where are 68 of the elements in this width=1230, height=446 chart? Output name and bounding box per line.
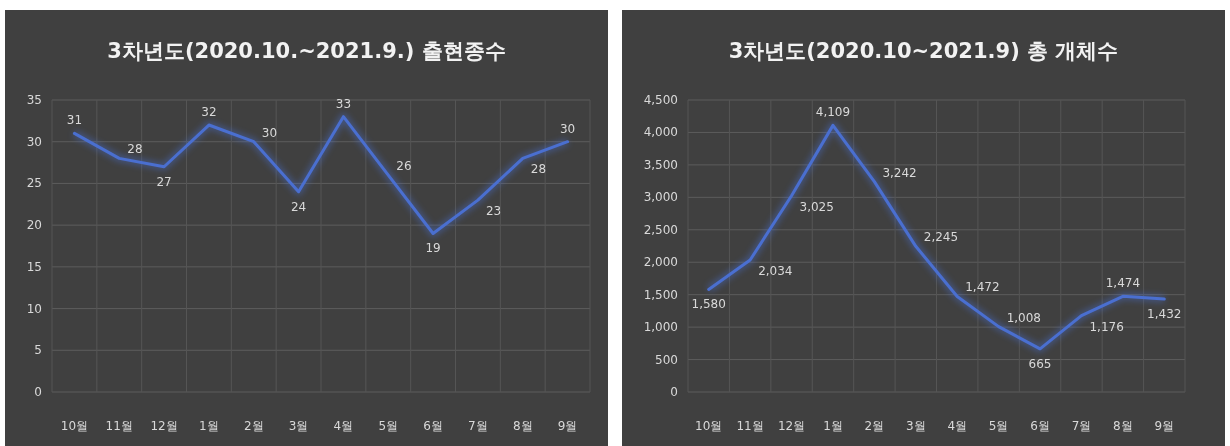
x-tick-label: 8월 <box>512 419 533 433</box>
y-tick-label: 30 <box>26 134 42 149</box>
data-label: 31 <box>66 113 83 128</box>
x-tick-label: 10월 <box>60 419 89 433</box>
data-label: 1,474 <box>1105 276 1141 291</box>
data-label: 27 <box>156 174 172 189</box>
data-label: 26 <box>396 159 412 174</box>
x-tick-label: 12월 <box>150 419 178 433</box>
y-tick-label: 0 <box>34 385 42 399</box>
data-label: 4,109 <box>815 105 851 120</box>
data-label: 1,432 <box>1147 307 1182 322</box>
data-label: 28 <box>127 142 143 157</box>
x-tick-label: 2월 <box>864 419 885 433</box>
x-tick-label: 5월 <box>378 419 399 433</box>
y-tick-label: 20 <box>26 218 42 233</box>
data-label: 1,580 <box>691 297 726 312</box>
x-tick-label: 12월 <box>777 419 806 433</box>
y-tick-label: 2,500 <box>643 222 678 237</box>
y-tick-label: 4,000 <box>643 125 678 140</box>
x-tick-label: 3월 <box>288 419 309 433</box>
x-tick-label: 11월 <box>736 419 764 433</box>
y-tick-label: 3,500 <box>643 157 678 172</box>
data-label: 30 <box>559 121 576 136</box>
x-tick-label: 9월 <box>557 419 578 433</box>
data-label: 32 <box>201 105 217 120</box>
y-tick-label: 3,000 <box>643 190 678 205</box>
data-label: 19 <box>425 241 441 256</box>
x-tick-label: 4월 <box>947 419 968 433</box>
data-label: 1,176 <box>1089 319 1124 334</box>
y-tick-label: 1,000 <box>643 320 678 335</box>
data-label: 3,025 <box>799 199 834 214</box>
y-tick-label: 1,500 <box>643 287 678 302</box>
y-tick-label: 0 <box>670 385 678 399</box>
data-label: 23 <box>485 204 502 219</box>
chart-title: 3차년도(2020.10.~2021.9.) 출현종수 <box>107 39 506 63</box>
y-tick-label: 4,500 <box>643 93 678 107</box>
y-tick-label: 2,000 <box>643 255 678 270</box>
y-tick-label: 5 <box>34 343 42 358</box>
y-tick-label: 25 <box>26 176 42 191</box>
x-tick-label: 8월 <box>1113 419 1133 433</box>
data-label: 1,008 <box>1006 310 1041 325</box>
data-label: 665 <box>1028 356 1052 371</box>
data-label: 2,245 <box>923 230 959 245</box>
chart-title: 3차년도(2020.10~2021.9) 총 개체수 <box>728 39 1119 63</box>
x-tick-label: 1월 <box>823 419 843 433</box>
x-tick-label: 7월 <box>1071 419 1092 433</box>
x-tick-label: 5월 <box>988 419 1009 433</box>
x-tick-label: 6월 <box>423 419 443 433</box>
x-tick-label: 9월 <box>1154 419 1175 433</box>
data-label: 24 <box>290 199 307 214</box>
x-tick-label: 4월 <box>333 419 354 433</box>
x-tick-label: 11월 <box>105 419 133 433</box>
y-tick-label: 15 <box>26 259 42 274</box>
x-tick-label: 2월 <box>243 419 264 433</box>
data-label: 28 <box>530 162 547 177</box>
y-tick-label: 500 <box>655 352 678 367</box>
data-label: 33 <box>335 96 352 111</box>
y-tick-label: 10 <box>26 301 42 316</box>
y-tick-label: 35 <box>26 93 42 107</box>
x-tick-label: 3월 <box>905 419 926 433</box>
x-tick-label: 10월 <box>695 419 723 433</box>
x-tick-label: 6월 <box>1030 419 1050 433</box>
data-label: 3,242 <box>882 165 917 180</box>
data-label: 2,034 <box>758 264 793 279</box>
x-tick-label: 1월 <box>199 419 219 433</box>
x-tick-label: 7월 <box>468 419 488 433</box>
data-label: 1,472 <box>965 280 1000 295</box>
data-label: 30 <box>261 125 278 140</box>
